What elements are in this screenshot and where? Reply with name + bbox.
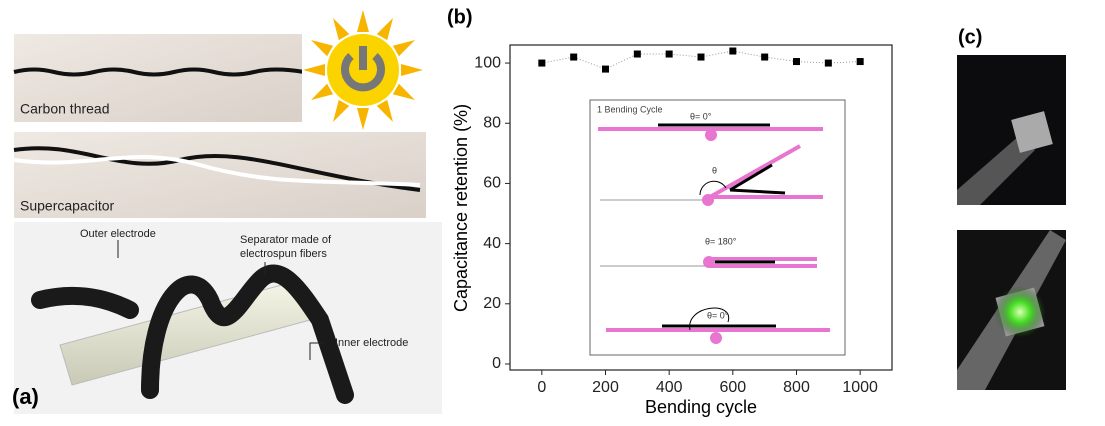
photo-label: Carbon thread bbox=[20, 101, 110, 117]
point bbox=[634, 51, 641, 58]
x-tick-label: 400 bbox=[656, 379, 683, 396]
y-axis-label: Capacitance retention (%) bbox=[451, 104, 471, 312]
panel-label: (b) bbox=[447, 6, 473, 28]
panel-a: Carbon thread Supercapacitor Outer elect… bbox=[12, 4, 442, 414]
y-tick-label: 20 bbox=[483, 295, 501, 312]
x-tick-label: 600 bbox=[719, 379, 746, 396]
panel-label: (a) bbox=[12, 384, 39, 409]
y-tick-label: 0 bbox=[492, 355, 501, 372]
inset: 1 Bending Cycle θ= 0° θ θ= 180° θ= 0° bbox=[590, 100, 845, 355]
point bbox=[698, 54, 705, 61]
point bbox=[825, 60, 832, 67]
point bbox=[793, 58, 800, 65]
led-glow bbox=[994, 286, 1046, 338]
inset-title: 1 Bending Cycle bbox=[597, 104, 663, 114]
point bbox=[729, 48, 736, 55]
callout: Outer electrode bbox=[80, 228, 156, 240]
x-tick-label: 1000 bbox=[842, 379, 878, 396]
x-axis-label: Bending cycle bbox=[645, 397, 757, 417]
point bbox=[570, 54, 577, 61]
point bbox=[761, 54, 768, 61]
callout: Inner electrode bbox=[335, 337, 408, 349]
photo-label: Supercapacitor bbox=[20, 198, 115, 214]
inset-label: θ= 0° bbox=[690, 111, 712, 121]
panel-c: (c) bbox=[957, 26, 1066, 390]
inset-label: θ= 0° bbox=[707, 310, 729, 320]
point bbox=[602, 66, 609, 73]
y-tick-label: 100 bbox=[474, 54, 501, 71]
x-tick-label: 0 bbox=[537, 379, 546, 396]
x-tick-label: 800 bbox=[783, 379, 810, 396]
callout: Separator made of bbox=[240, 234, 332, 246]
point bbox=[666, 51, 673, 58]
x-tick-label: 200 bbox=[592, 379, 619, 396]
point bbox=[538, 60, 545, 67]
y-tick-label: 40 bbox=[483, 235, 501, 252]
figure: Carbon thread Supercapacitor Outer elect… bbox=[0, 0, 1105, 421]
inset-label: θ bbox=[712, 165, 717, 175]
y-tick-label: 60 bbox=[483, 175, 501, 192]
y-tick-label: 80 bbox=[483, 114, 501, 131]
panel-label: (c) bbox=[958, 26, 982, 48]
point bbox=[857, 58, 864, 65]
callout: electrospun fibers bbox=[240, 248, 327, 260]
inset-label: θ= 180° bbox=[705, 236, 737, 246]
